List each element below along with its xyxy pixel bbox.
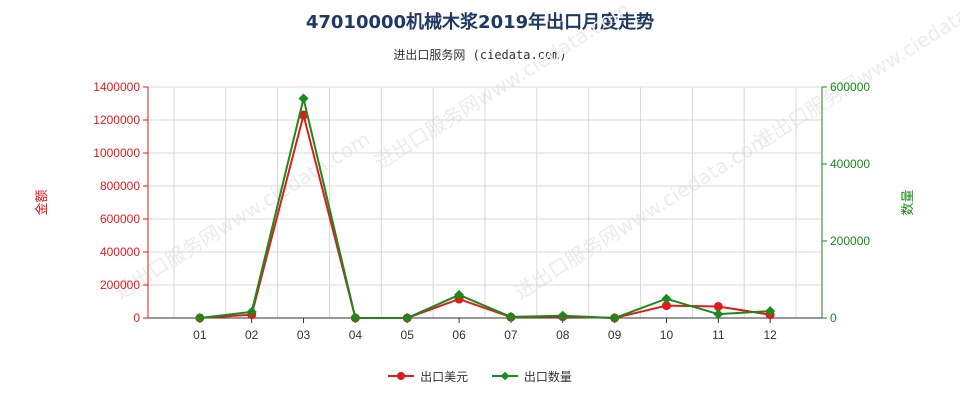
left-tick-label: 1400000 (93, 80, 140, 94)
x-tick-label: 11 (712, 328, 725, 342)
legend-swatch-amount (388, 372, 415, 380)
legend-circle-icon (397, 372, 406, 380)
x-tick-label: 04 (349, 328, 363, 342)
chart-title: 47010000机械木浆2019年出口月度走势 (305, 12, 655, 33)
left-tick-label: 200000 (100, 278, 140, 292)
data-point-quantity (505, 311, 516, 322)
data-point-quantity (402, 313, 413, 323)
left-tick-label: 1200000 (93, 113, 140, 127)
data-point-quantity (350, 313, 361, 323)
legend-item-amount[interactable]: 出口美元 (388, 368, 468, 385)
right-tick-label: 200000 (830, 234, 870, 248)
right-tick-label: 0 (830, 311, 837, 325)
right-axis-title: 数量 (901, 189, 916, 215)
data-point-quantity (246, 306, 257, 317)
legend-item-quantity[interactable]: 出口数量 (491, 368, 572, 385)
right-tick-label: 400000 (830, 157, 870, 171)
x-tick-label: 05 (401, 328, 415, 342)
data-point-quantity (713, 309, 724, 320)
series-layer (194, 93, 776, 323)
series-line-quantity (199, 98, 771, 320)
series-line-amount (199, 114, 771, 320)
data-point-amount (299, 110, 309, 120)
chart-subtitle: 进出口服务网 (ciedata.com) (393, 48, 567, 62)
legend-swatch-quantity (491, 371, 518, 381)
data-point-quantity (194, 313, 205, 323)
legend-label-amount: 出口美元 (420, 369, 469, 384)
watermark-text: 进出口服务网www.ciedata.com (750, 0, 960, 154)
data-point-quantity (609, 313, 620, 323)
data-point-amount (713, 301, 723, 311)
watermark: 进出口服务网www.ciedata.com 进出口服务网www.ciedata.c… (110, 0, 960, 304)
left-tick-label: 1000000 (93, 146, 140, 160)
x-tick-label: 12 (763, 328, 777, 342)
left-tick-label: 400000 (100, 245, 140, 259)
data-point-quantity (661, 293, 672, 304)
right-tick-label: 600000 (830, 80, 870, 94)
x-tick-label: 09 (608, 328, 622, 342)
x-tick-label: 07 (504, 328, 518, 342)
data-point-quantity (298, 93, 309, 104)
x-tick-label: 10 (660, 328, 674, 342)
x-tick-label: 02 (245, 328, 259, 342)
x-tick-label: 08 (556, 328, 570, 342)
chart-legend: 出口美元 出口数量 (0, 366, 960, 385)
data-point-quantity (557, 310, 568, 321)
x-tick-label: 06 (452, 328, 466, 342)
chart-svg: 进出口服务网www.ciedata.com 进出口服务网www.ciedata.c… (34, 0, 960, 342)
legend-diamond-icon (500, 371, 510, 381)
x-tick-label: 03 (297, 328, 311, 342)
left-tick-label: 600000 (100, 212, 140, 226)
legend-label-quantity: 出口数量 (523, 369, 572, 384)
left-axis-title: 金额 (34, 189, 50, 215)
left-tick-label: 800000 (100, 179, 140, 193)
data-point-quantity (454, 289, 465, 300)
left-tick-label: 0 (133, 311, 140, 325)
data-point-quantity (765, 306, 776, 317)
x-tick-label: 01 (193, 328, 207, 342)
data-point-amount (661, 301, 671, 311)
axes: 0 200000 400000 600000 800000 1000000 1200000 1… (34, 80, 916, 342)
